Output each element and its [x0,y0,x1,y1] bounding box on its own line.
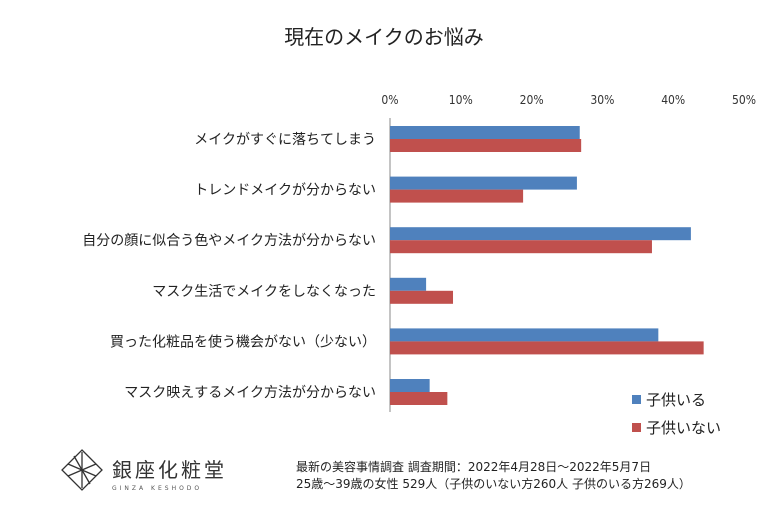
x-tick-label: 0% [381,93,398,107]
category-label: トレンドメイクが分からない [194,183,376,199]
x-axis-ticks: 0% 10% 20% 30% 40% 50% [381,93,756,107]
logo-mark-icon [61,449,103,491]
bar-with-children [390,176,577,190]
legend-label: 子供いる [646,391,706,409]
x-tick-label: 10% [449,93,473,107]
category-label: メイクがすぐに落ちてしまう [194,132,376,148]
category-label: マスク生活でメイクをしなくなった [152,284,376,300]
survey-line-2: 25歳〜39歳の女性 529人（子供のいない方260人 子供のいる方269人） [296,477,691,491]
x-tick-label: 20% [520,93,544,107]
legend-swatch [632,423,641,432]
x-tick-label: 30% [590,93,614,107]
category-label: 買った化粧品を使う機会がない（少ない） [110,333,376,350]
bars [390,126,704,405]
legend-swatch [632,395,641,404]
bar-with-children [390,328,659,342]
logo-name: 銀座化粧堂 [112,458,227,482]
survey-info: 最新の美容事情調査 調査期間：2022年4月28日〜2022年5月7日 25歳〜… [296,459,691,493]
x-tick-label: 40% [661,93,685,107]
category-label: マスク映えするメイク方法が分からない [124,385,376,401]
bar-without-children [390,139,582,152]
logo: 銀座化粧堂 GINZA KESHODO [61,449,227,492]
bar-without-children [390,341,704,355]
bar-without-children [390,189,524,203]
x-tick-label: 50% [732,93,756,107]
legend-label: 子供いない [646,419,721,437]
bar-with-children [390,227,691,241]
chart-title: 現在のメイクのお悩み [284,25,484,49]
bar-without-children [390,392,448,405]
survey-line-1: 最新の美容事情調査 調査期間：2022年4月28日〜2022年5月7日 [296,460,652,474]
bar-with-children [390,379,430,392]
logo-subtitle: GINZA KESHODO [112,485,202,492]
bar-without-children [390,240,652,254]
category-labels: メイクがすぐに落ちてしまうトレンドメイクが分からない自分の顔に似合う色やメイク方… [82,132,376,401]
category-label: 自分の顔に似合う色やメイク方法が分からない [82,232,376,249]
bar-with-children [390,277,427,291]
bar-without-children [390,290,454,304]
bar-with-children [390,126,580,139]
